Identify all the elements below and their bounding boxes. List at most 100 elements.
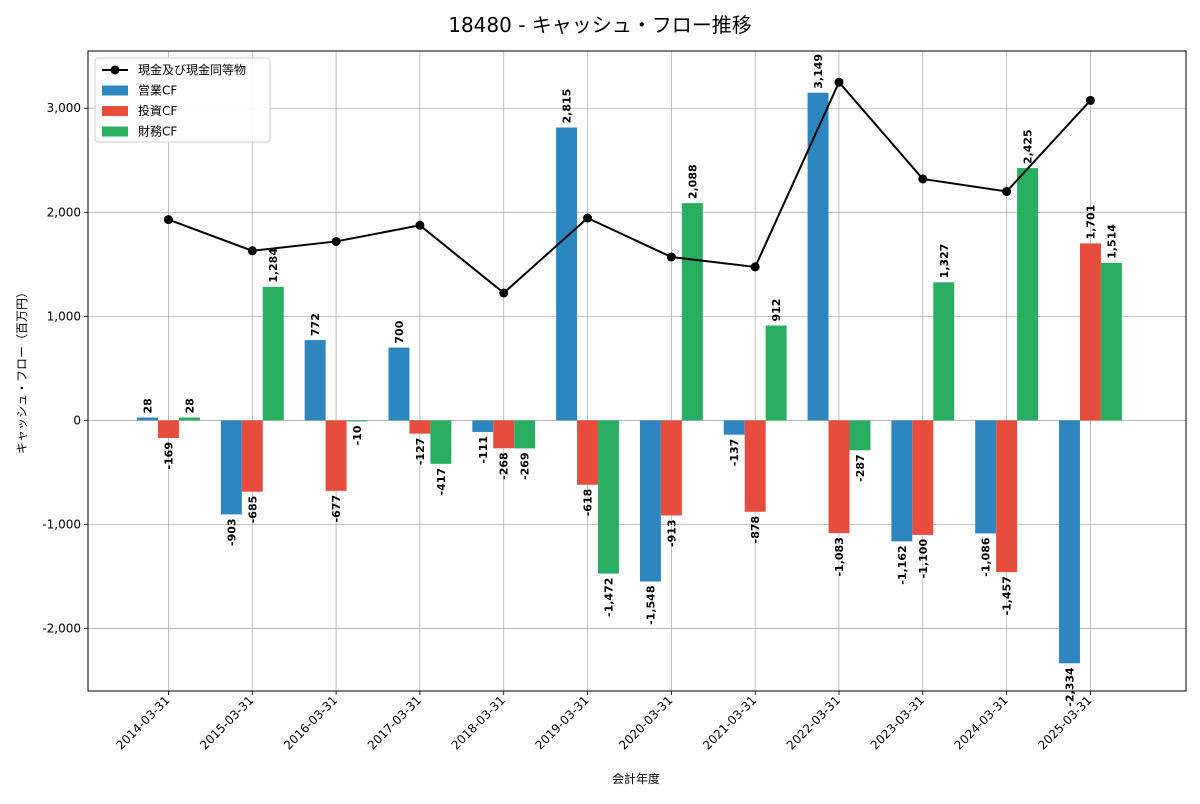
bar-value-label: -1,083 [833, 537, 846, 576]
bar-value-label: -1,548 [644, 586, 657, 625]
bar [304, 340, 326, 421]
bar-value-label: -287 [854, 454, 867, 482]
bar [723, 420, 745, 435]
cash-point [1085, 95, 1095, 105]
bar [241, 420, 263, 492]
bar [639, 420, 661, 582]
legend-bar-swatch [102, 126, 128, 137]
bar-value-label: 1,701 [1084, 205, 1097, 240]
legend-marker [110, 65, 120, 75]
cash-point [1002, 186, 1012, 196]
bar-value-label: -913 [665, 519, 678, 547]
bar-value-label: 2,815 [561, 89, 574, 124]
bar [409, 420, 431, 434]
legend-box [94, 57, 271, 143]
bar [912, 420, 934, 535]
bar-value-label: 912 [770, 299, 783, 322]
bar-value-label: -878 [749, 516, 762, 544]
bar-value-label: 772 [309, 313, 322, 336]
bar-value-label: -127 [414, 438, 427, 466]
bar [807, 92, 829, 421]
bar [828, 420, 850, 534]
bar [493, 420, 515, 449]
bar-value-label: -1,457 [1001, 576, 1014, 615]
plot-frame [87, 50, 1187, 692]
y-tick-label: 1,000 [47, 309, 81, 323]
cash-point [918, 174, 928, 184]
x-tick-label: 2022-03-31 [784, 693, 843, 752]
x-tick-label: 2024-03-31 [952, 693, 1011, 752]
cash-point [163, 215, 173, 225]
bar [975, 420, 997, 534]
x-tick-label: 2021-03-31 [700, 693, 759, 752]
bars [137, 92, 1122, 664]
bar [472, 420, 494, 432]
bar-value-label: 3,149 [812, 54, 825, 89]
axes: -2,000 -1,000 0 1,000 2,000 3,000 2014-03-31 20… [42, 50, 1187, 752]
bar-value-label: -677 [330, 495, 343, 523]
x-tick-label: 2018-03-31 [449, 693, 508, 752]
bar-value-label: 2,425 [1022, 129, 1035, 164]
bar [577, 420, 599, 485]
x-tick-label: 2023-03-31 [868, 693, 927, 752]
legend-bar-swatch [102, 106, 128, 116]
bar [388, 347, 410, 421]
bar [849, 420, 871, 451]
bar-value-label: -269 [519, 452, 532, 480]
data-labels: 28 -903 772 700 -111 2,815 -1,548 -137 3,149 -1,1… [142, 54, 1119, 707]
bar [891, 420, 913, 542]
y-tick-label: 0 [73, 413, 81, 427]
bar [1100, 262, 1122, 421]
x-tick-label: 2015-03-31 [197, 693, 256, 752]
bar-value-label: 28 [142, 398, 155, 413]
bar [933, 282, 955, 421]
cash-point [247, 246, 257, 256]
x-axis-label: 会計年度 [612, 771, 660, 786]
x-tick-label: 2019-03-31 [532, 693, 591, 752]
bar-value-label: 1,284 [267, 248, 280, 283]
bar [996, 420, 1018, 573]
bar [681, 203, 703, 421]
bar [598, 420, 619, 574]
legend-label: 財務CF [138, 124, 177, 139]
legend-label: 現金及び現金同等物 [138, 62, 246, 77]
cash-point [666, 252, 676, 262]
cash-point [415, 220, 425, 230]
bar [157, 420, 179, 439]
cash-line [163, 77, 1095, 298]
y-tick-label: -2,000 [42, 622, 81, 636]
y-tick-label: 3,000 [47, 101, 81, 115]
bar [137, 417, 158, 421]
bar [346, 420, 368, 422]
y-axis-label: キャッシュ・フロー（百万円） [15, 286, 29, 454]
bar-value-label: -137 [728, 439, 741, 467]
bar-value-label: -1,100 [917, 539, 930, 579]
bar-value-label: -417 [435, 468, 448, 496]
cash-point [750, 262, 760, 272]
y-tick-label: -1,000 [42, 517, 81, 531]
bar-value-label: -111 [477, 436, 490, 464]
bar [178, 417, 200, 421]
bar [765, 325, 787, 421]
x-tick-label: 2016-03-31 [281, 693, 340, 752]
bar-value-label: -1,472 [603, 578, 616, 617]
bar-value-label: -1,086 [980, 537, 993, 577]
bar-value-label: 1,327 [938, 244, 951, 279]
bar [262, 286, 284, 421]
bar [430, 420, 452, 464]
x-tick-label: 2014-03-31 [113, 693, 172, 752]
cash-point [834, 77, 844, 87]
bar [744, 420, 766, 512]
bar-value-label: -169 [162, 442, 175, 470]
bar-value-label: -1,162 [896, 545, 909, 584]
bar [1017, 168, 1039, 421]
cash-series-line [168, 80, 1092, 295]
legend-bar-swatch [102, 85, 128, 96]
x-tick-label: 2017-03-31 [365, 693, 424, 752]
bar-value-label: -268 [498, 452, 511, 480]
bar [1059, 420, 1080, 664]
legend-label: 投資CF [138, 103, 177, 118]
bar-value-label: 2,088 [686, 164, 699, 199]
